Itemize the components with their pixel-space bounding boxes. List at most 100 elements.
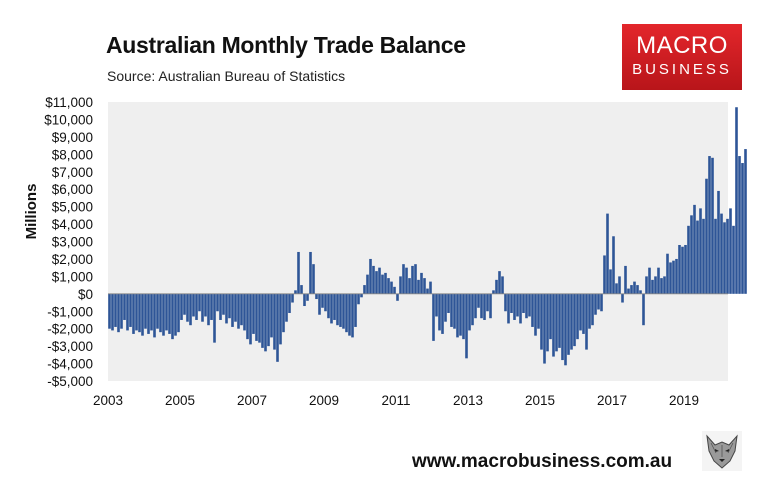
bar <box>114 293 117 327</box>
bar <box>135 293 138 331</box>
bar <box>303 293 306 307</box>
bar <box>255 293 258 341</box>
bar <box>354 293 357 327</box>
bar <box>477 293 480 308</box>
bar <box>639 290 642 294</box>
x-tick-label: 2005 <box>165 393 195 408</box>
bar <box>438 293 441 331</box>
y-tick-label: -$2,000 <box>47 322 93 337</box>
bar <box>216 293 219 312</box>
bar <box>189 293 192 326</box>
bar <box>654 276 657 294</box>
bar <box>732 225 735 294</box>
bar <box>381 274 384 294</box>
bar <box>474 293 477 319</box>
bar <box>294 290 297 294</box>
bar <box>657 267 660 294</box>
bar <box>300 285 303 294</box>
bar <box>429 281 432 294</box>
bar <box>342 293 345 329</box>
bar <box>339 293 342 327</box>
bar <box>408 278 411 294</box>
bar <box>609 269 612 294</box>
bar <box>606 213 609 294</box>
bar <box>651 279 654 294</box>
bar <box>540 293 543 350</box>
bar <box>144 293 147 329</box>
bar <box>384 272 387 294</box>
bar <box>627 288 630 294</box>
bar <box>120 293 123 329</box>
bar <box>318 293 321 315</box>
bar <box>243 293 246 331</box>
bar <box>240 293 243 326</box>
bar <box>465 293 468 359</box>
bar <box>726 218 729 294</box>
x-tick-label: 2017 <box>597 393 627 408</box>
bar <box>390 281 393 294</box>
bar <box>459 293 462 336</box>
bar <box>423 278 426 294</box>
x-tick-label: 2015 <box>525 393 555 408</box>
bar <box>165 293 168 331</box>
bar <box>411 265 414 294</box>
bar <box>738 156 741 294</box>
bar <box>723 222 726 294</box>
bar <box>519 293 522 324</box>
bar <box>363 285 366 294</box>
y-tick-label: $8,000 <box>52 147 93 162</box>
bar <box>531 293 534 327</box>
bar <box>471 293 474 326</box>
bar <box>186 293 189 322</box>
bar <box>333 293 336 320</box>
x-tick-label: 2009 <box>309 393 339 408</box>
bar <box>168 293 171 334</box>
bar <box>111 293 114 331</box>
bar <box>297 251 300 294</box>
bar <box>585 293 588 350</box>
bar <box>324 293 327 312</box>
bar <box>234 293 237 322</box>
bar <box>456 293 459 338</box>
bar <box>594 293 597 315</box>
bar <box>690 215 693 294</box>
bar <box>351 293 354 338</box>
bar <box>696 220 699 294</box>
y-tick-label: -$3,000 <box>47 339 93 354</box>
bar <box>516 293 519 317</box>
x-axis-ticks: 2003 2005 2007 2009 2011 2013 2015 2017 2019 <box>93 393 699 408</box>
bar <box>174 293 177 336</box>
bar <box>336 293 339 326</box>
bar <box>669 262 672 294</box>
bar <box>579 293 582 331</box>
bar <box>345 293 348 333</box>
bar <box>708 156 711 294</box>
y-tick-label: $11,000 <box>45 95 93 110</box>
bar <box>558 293 561 348</box>
bar <box>435 293 438 317</box>
bar <box>642 293 645 326</box>
bar <box>666 253 669 294</box>
wolf-head-icon <box>702 431 742 471</box>
bar <box>468 293 471 331</box>
bar <box>207 293 210 326</box>
bar <box>717 190 720 294</box>
bar <box>537 293 540 329</box>
chart-title: Australian Monthly Trade Balance <box>106 32 466 58</box>
y-tick-label: $9,000 <box>52 130 93 145</box>
bar <box>597 293 600 310</box>
bar <box>321 293 324 308</box>
y-axis-label: Millions <box>23 184 40 240</box>
bar <box>549 293 552 340</box>
bar <box>420 272 423 294</box>
bar <box>693 204 696 294</box>
bar <box>156 293 159 329</box>
bar <box>534 293 537 336</box>
bar <box>543 293 546 364</box>
bar <box>258 293 261 343</box>
bar <box>555 293 558 352</box>
website-url[interactable]: www.macrobusiness.com.au <box>412 451 673 472</box>
chart-source: Source: Australian Bureau of Statistics <box>107 68 346 84</box>
bars-group <box>108 107 747 366</box>
bar <box>285 293 288 322</box>
